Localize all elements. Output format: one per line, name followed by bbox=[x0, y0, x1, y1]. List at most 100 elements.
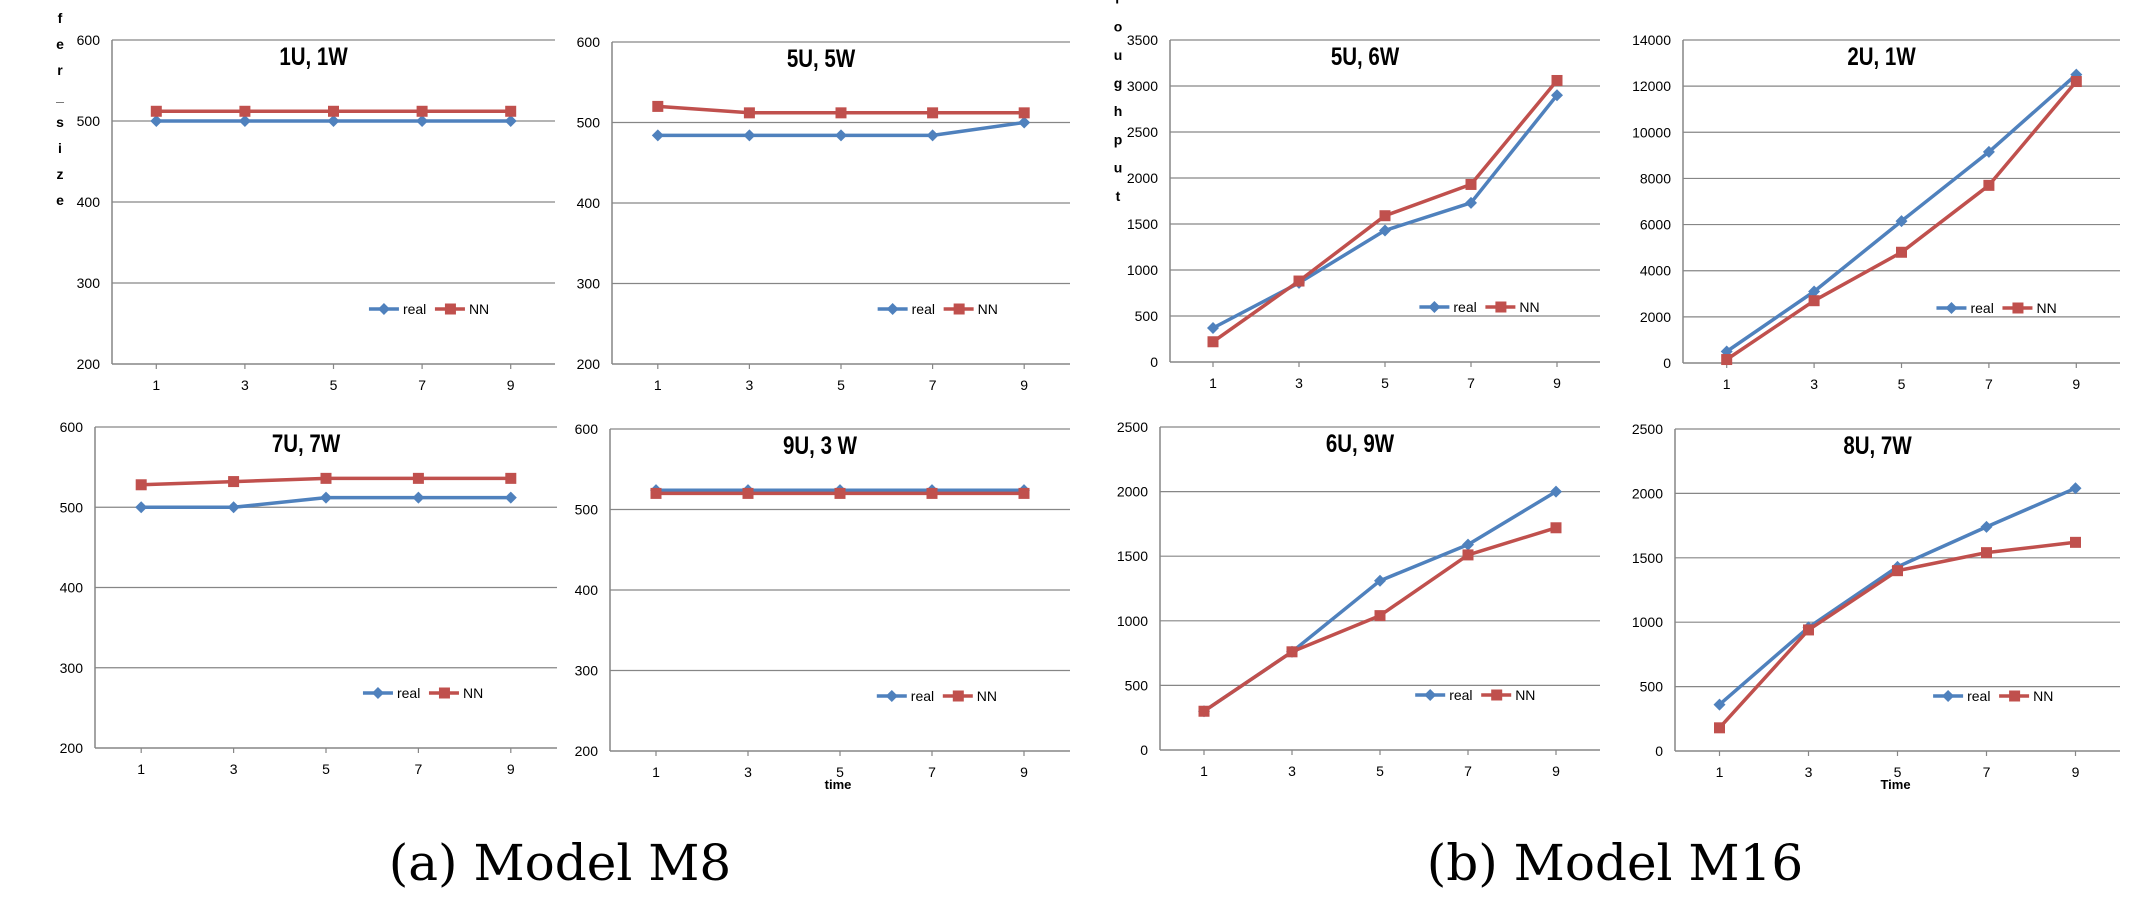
y-tick-label: 200 bbox=[575, 743, 599, 759]
y-tick-label: 1000 bbox=[1632, 614, 1663, 630]
legend: real NN bbox=[877, 301, 998, 317]
y-axis-label: Buffer_size bbox=[52, 0, 68, 218]
data-point-nn bbox=[1379, 210, 1391, 222]
y-tick-label: 500 bbox=[77, 113, 101, 129]
y-tick-label: 1500 bbox=[1127, 216, 1158, 232]
legend-marker-real bbox=[885, 690, 898, 702]
legend-label-real: real bbox=[1449, 687, 1472, 703]
x-tick-label: 3 bbox=[1805, 764, 1813, 780]
x-tick-label: 5 bbox=[1894, 764, 1902, 780]
data-point-real bbox=[327, 115, 340, 127]
data-point-nn bbox=[412, 472, 424, 484]
x-tick-label: 1 bbox=[1723, 376, 1731, 392]
legend-marker-real bbox=[371, 687, 384, 699]
legend-marker-real bbox=[1424, 689, 1437, 701]
legend-label-nn: NN bbox=[1515, 687, 1535, 703]
x-tick-label: 7 bbox=[1467, 375, 1475, 391]
x-tick-label: 5 bbox=[1381, 375, 1389, 391]
chart-title: 1U, 1W bbox=[279, 42, 348, 70]
x-tick-label: 5 bbox=[836, 764, 844, 780]
legend-label-nn: NN bbox=[1519, 299, 1539, 315]
y-tick-label: 300 bbox=[77, 275, 101, 291]
data-point-real bbox=[1550, 485, 1562, 498]
data-point-nn bbox=[926, 487, 938, 499]
data-point-nn bbox=[834, 487, 846, 499]
y-tick-label: 400 bbox=[60, 580, 84, 596]
data-point-real bbox=[238, 115, 251, 127]
legend-label-nn: NN bbox=[463, 685, 483, 701]
data-point-nn bbox=[228, 476, 240, 488]
y-tick-label: 600 bbox=[577, 34, 601, 50]
y-tick-label: 300 bbox=[577, 276, 601, 292]
chart-m8-5u5w: 200 300 400 500 600 1 3 5 7 9 5U, 5W real NN bbox=[577, 34, 1070, 393]
data-point-real bbox=[504, 491, 517, 504]
legend-marker-nn bbox=[952, 690, 964, 702]
data-point-real bbox=[835, 129, 847, 142]
y-tick-label: 2500 bbox=[1117, 419, 1148, 435]
data-point-real bbox=[1808, 285, 1821, 298]
legend-marker-nn bbox=[1491, 689, 1503, 701]
x-tick-label: 9 bbox=[2072, 764, 2080, 780]
chart-title: 5U, 6W bbox=[1331, 42, 1400, 70]
x-tick-label: 3 bbox=[1288, 763, 1296, 779]
data-point-nn bbox=[328, 105, 339, 117]
data-point-real bbox=[412, 491, 425, 504]
caption-model-m8: (a) Model M8 bbox=[389, 834, 732, 892]
data-point-nn bbox=[652, 100, 664, 112]
y-tick-label: 600 bbox=[77, 32, 101, 48]
y-tick-label: 500 bbox=[60, 499, 84, 515]
x-tick-label: 7 bbox=[415, 761, 423, 777]
legend-label-nn: NN bbox=[977, 688, 997, 704]
data-point-real bbox=[1379, 224, 1391, 237]
x-tick-label: 5 bbox=[330, 377, 338, 393]
data-point-nn bbox=[1550, 522, 1562, 534]
legend-label-real: real bbox=[1970, 300, 1993, 316]
x-tick-label: 9 bbox=[2072, 376, 2080, 392]
data-point-nn bbox=[1018, 107, 1030, 119]
data-point-nn bbox=[650, 487, 662, 499]
data-point-nn bbox=[1374, 610, 1386, 622]
data-point-nn bbox=[835, 107, 847, 119]
x-tick-label: 1 bbox=[654, 377, 662, 393]
legend-marker-nn bbox=[2009, 690, 2021, 702]
x-tick-label: 1 bbox=[137, 761, 145, 777]
data-point-nn bbox=[1803, 624, 1814, 636]
legend-marker-real bbox=[377, 303, 390, 315]
y-tick-label: 400 bbox=[575, 582, 599, 598]
y-tick-label: 6000 bbox=[1640, 217, 1671, 233]
y-tick-label: 0 bbox=[1655, 743, 1663, 759]
data-point-real bbox=[1207, 321, 1219, 334]
series-line-real bbox=[1725, 73, 2078, 353]
y-tick-label: 3500 bbox=[1127, 32, 1158, 48]
chart-title: 7U, 7W bbox=[272, 429, 341, 457]
chart-title: 2U, 1W bbox=[1847, 42, 1916, 70]
y-tick-label: 300 bbox=[575, 663, 599, 679]
data-point-nn bbox=[135, 479, 147, 491]
data-point-real bbox=[1462, 538, 1474, 551]
x-tick-label: 3 bbox=[744, 764, 752, 780]
y-tick-label: 2000 bbox=[1127, 170, 1158, 186]
data-point-nn bbox=[1462, 549, 1474, 561]
legend-marker-nn bbox=[953, 303, 965, 315]
data-point-real bbox=[1895, 215, 1908, 228]
data-point-nn bbox=[1018, 487, 1030, 499]
y-tick-label: 0 bbox=[1663, 355, 1671, 371]
data-point-nn bbox=[1286, 646, 1298, 658]
x-tick-label: 1 bbox=[1209, 375, 1217, 391]
data-point-real bbox=[1551, 89, 1563, 102]
data-point-real bbox=[1465, 196, 1477, 209]
data-point-nn bbox=[1198, 705, 1210, 717]
data-point-real bbox=[320, 491, 332, 504]
data-point-nn bbox=[927, 107, 939, 119]
data-point-nn bbox=[1714, 722, 1725, 734]
y-tick-label: 200 bbox=[577, 356, 601, 372]
y-tick-label: 4000 bbox=[1640, 263, 1671, 279]
x-tick-label: 1 bbox=[1200, 763, 1208, 779]
y-axis-label: Throughput bbox=[1110, 0, 1126, 216]
legend: real NN bbox=[1419, 299, 1540, 315]
y-tick-label: 1000 bbox=[1127, 262, 1158, 278]
legend: real NN bbox=[1936, 300, 2057, 316]
legend-label-nn: NN bbox=[978, 301, 998, 317]
y-tick-label: 200 bbox=[60, 740, 84, 756]
legend-marker-nn bbox=[438, 687, 450, 699]
